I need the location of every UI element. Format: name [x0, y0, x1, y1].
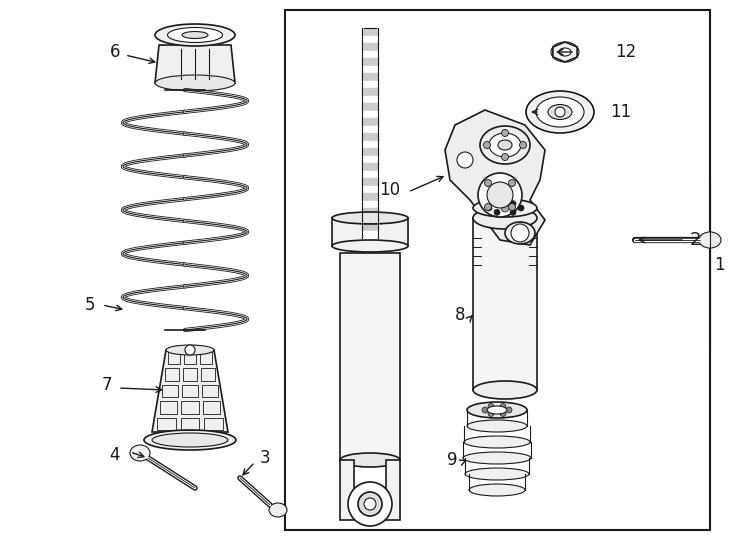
Circle shape [501, 204, 509, 212]
Ellipse shape [182, 31, 208, 38]
Ellipse shape [269, 503, 287, 517]
Text: 11: 11 [610, 103, 631, 121]
Circle shape [364, 498, 376, 510]
Ellipse shape [166, 345, 214, 355]
Ellipse shape [467, 420, 527, 432]
Ellipse shape [498, 140, 512, 150]
Bar [181, 401, 199, 414]
Bar [184, 352, 197, 365]
Circle shape [494, 210, 500, 215]
Circle shape [509, 204, 515, 211]
Text: 2: 2 [690, 231, 702, 249]
Text: 10: 10 [379, 181, 400, 199]
Ellipse shape [473, 207, 537, 229]
Bar [162, 385, 178, 397]
Ellipse shape [473, 381, 537, 399]
Ellipse shape [473, 199, 537, 217]
Bar [200, 352, 212, 365]
Ellipse shape [464, 436, 530, 448]
Ellipse shape [536, 97, 584, 127]
Circle shape [486, 205, 492, 211]
Circle shape [520, 141, 526, 149]
Ellipse shape [332, 212, 408, 224]
Circle shape [185, 345, 195, 355]
Ellipse shape [463, 452, 531, 464]
Circle shape [500, 410, 506, 416]
Bar [160, 401, 177, 414]
Circle shape [482, 407, 488, 413]
Ellipse shape [144, 430, 236, 450]
Ellipse shape [130, 445, 150, 461]
Circle shape [488, 410, 494, 416]
Text: 6: 6 [109, 43, 120, 61]
Ellipse shape [559, 48, 571, 56]
Polygon shape [553, 42, 577, 62]
Bar [340, 253, 400, 460]
Circle shape [484, 204, 492, 211]
Ellipse shape [548, 105, 572, 119]
Ellipse shape [699, 232, 721, 248]
Ellipse shape [340, 453, 400, 467]
Bar [473, 218, 537, 390]
Text: 7: 7 [101, 376, 112, 394]
Ellipse shape [526, 91, 594, 133]
Text: 9: 9 [448, 451, 458, 469]
Bar [167, 352, 181, 365]
Polygon shape [445, 110, 545, 245]
Circle shape [509, 179, 515, 186]
Bar [203, 401, 220, 414]
Circle shape [358, 492, 382, 516]
Bar [200, 368, 215, 381]
Bar [165, 368, 179, 381]
Text: 3: 3 [260, 449, 271, 467]
Text: 12: 12 [615, 43, 636, 61]
Bar [182, 385, 198, 397]
Bar [157, 417, 176, 430]
Text: 8: 8 [454, 306, 465, 324]
Circle shape [511, 224, 529, 242]
Ellipse shape [465, 468, 529, 480]
Ellipse shape [152, 433, 228, 447]
Circle shape [494, 201, 500, 207]
Circle shape [484, 179, 492, 186]
Ellipse shape [480, 126, 530, 164]
Bar [183, 368, 197, 381]
Circle shape [510, 201, 516, 207]
Text: 5: 5 [84, 296, 95, 314]
Circle shape [518, 205, 524, 211]
Circle shape [506, 407, 512, 413]
Ellipse shape [467, 402, 527, 418]
Circle shape [501, 130, 509, 137]
Ellipse shape [487, 406, 507, 414]
Ellipse shape [332, 240, 408, 252]
Circle shape [348, 482, 392, 526]
Polygon shape [155, 45, 235, 83]
Circle shape [510, 210, 516, 215]
Bar [181, 417, 200, 430]
Text: 4: 4 [109, 446, 120, 464]
Ellipse shape [489, 133, 521, 157]
Circle shape [487, 182, 513, 208]
Circle shape [457, 152, 473, 168]
Bar [285, 10, 710, 530]
Bar [386, 460, 400, 520]
Circle shape [500, 403, 506, 409]
Ellipse shape [155, 24, 235, 46]
Ellipse shape [505, 222, 535, 244]
Circle shape [488, 403, 494, 409]
Polygon shape [152, 350, 228, 432]
Bar [340, 460, 354, 520]
Bar [202, 385, 217, 397]
Circle shape [484, 141, 490, 149]
Bar [332, 218, 408, 246]
Circle shape [555, 107, 565, 117]
Text: 1: 1 [714, 256, 724, 274]
Ellipse shape [469, 484, 525, 496]
Ellipse shape [155, 75, 235, 91]
Circle shape [478, 173, 522, 217]
Bar [204, 417, 223, 430]
Circle shape [501, 153, 509, 160]
Ellipse shape [167, 28, 222, 43]
